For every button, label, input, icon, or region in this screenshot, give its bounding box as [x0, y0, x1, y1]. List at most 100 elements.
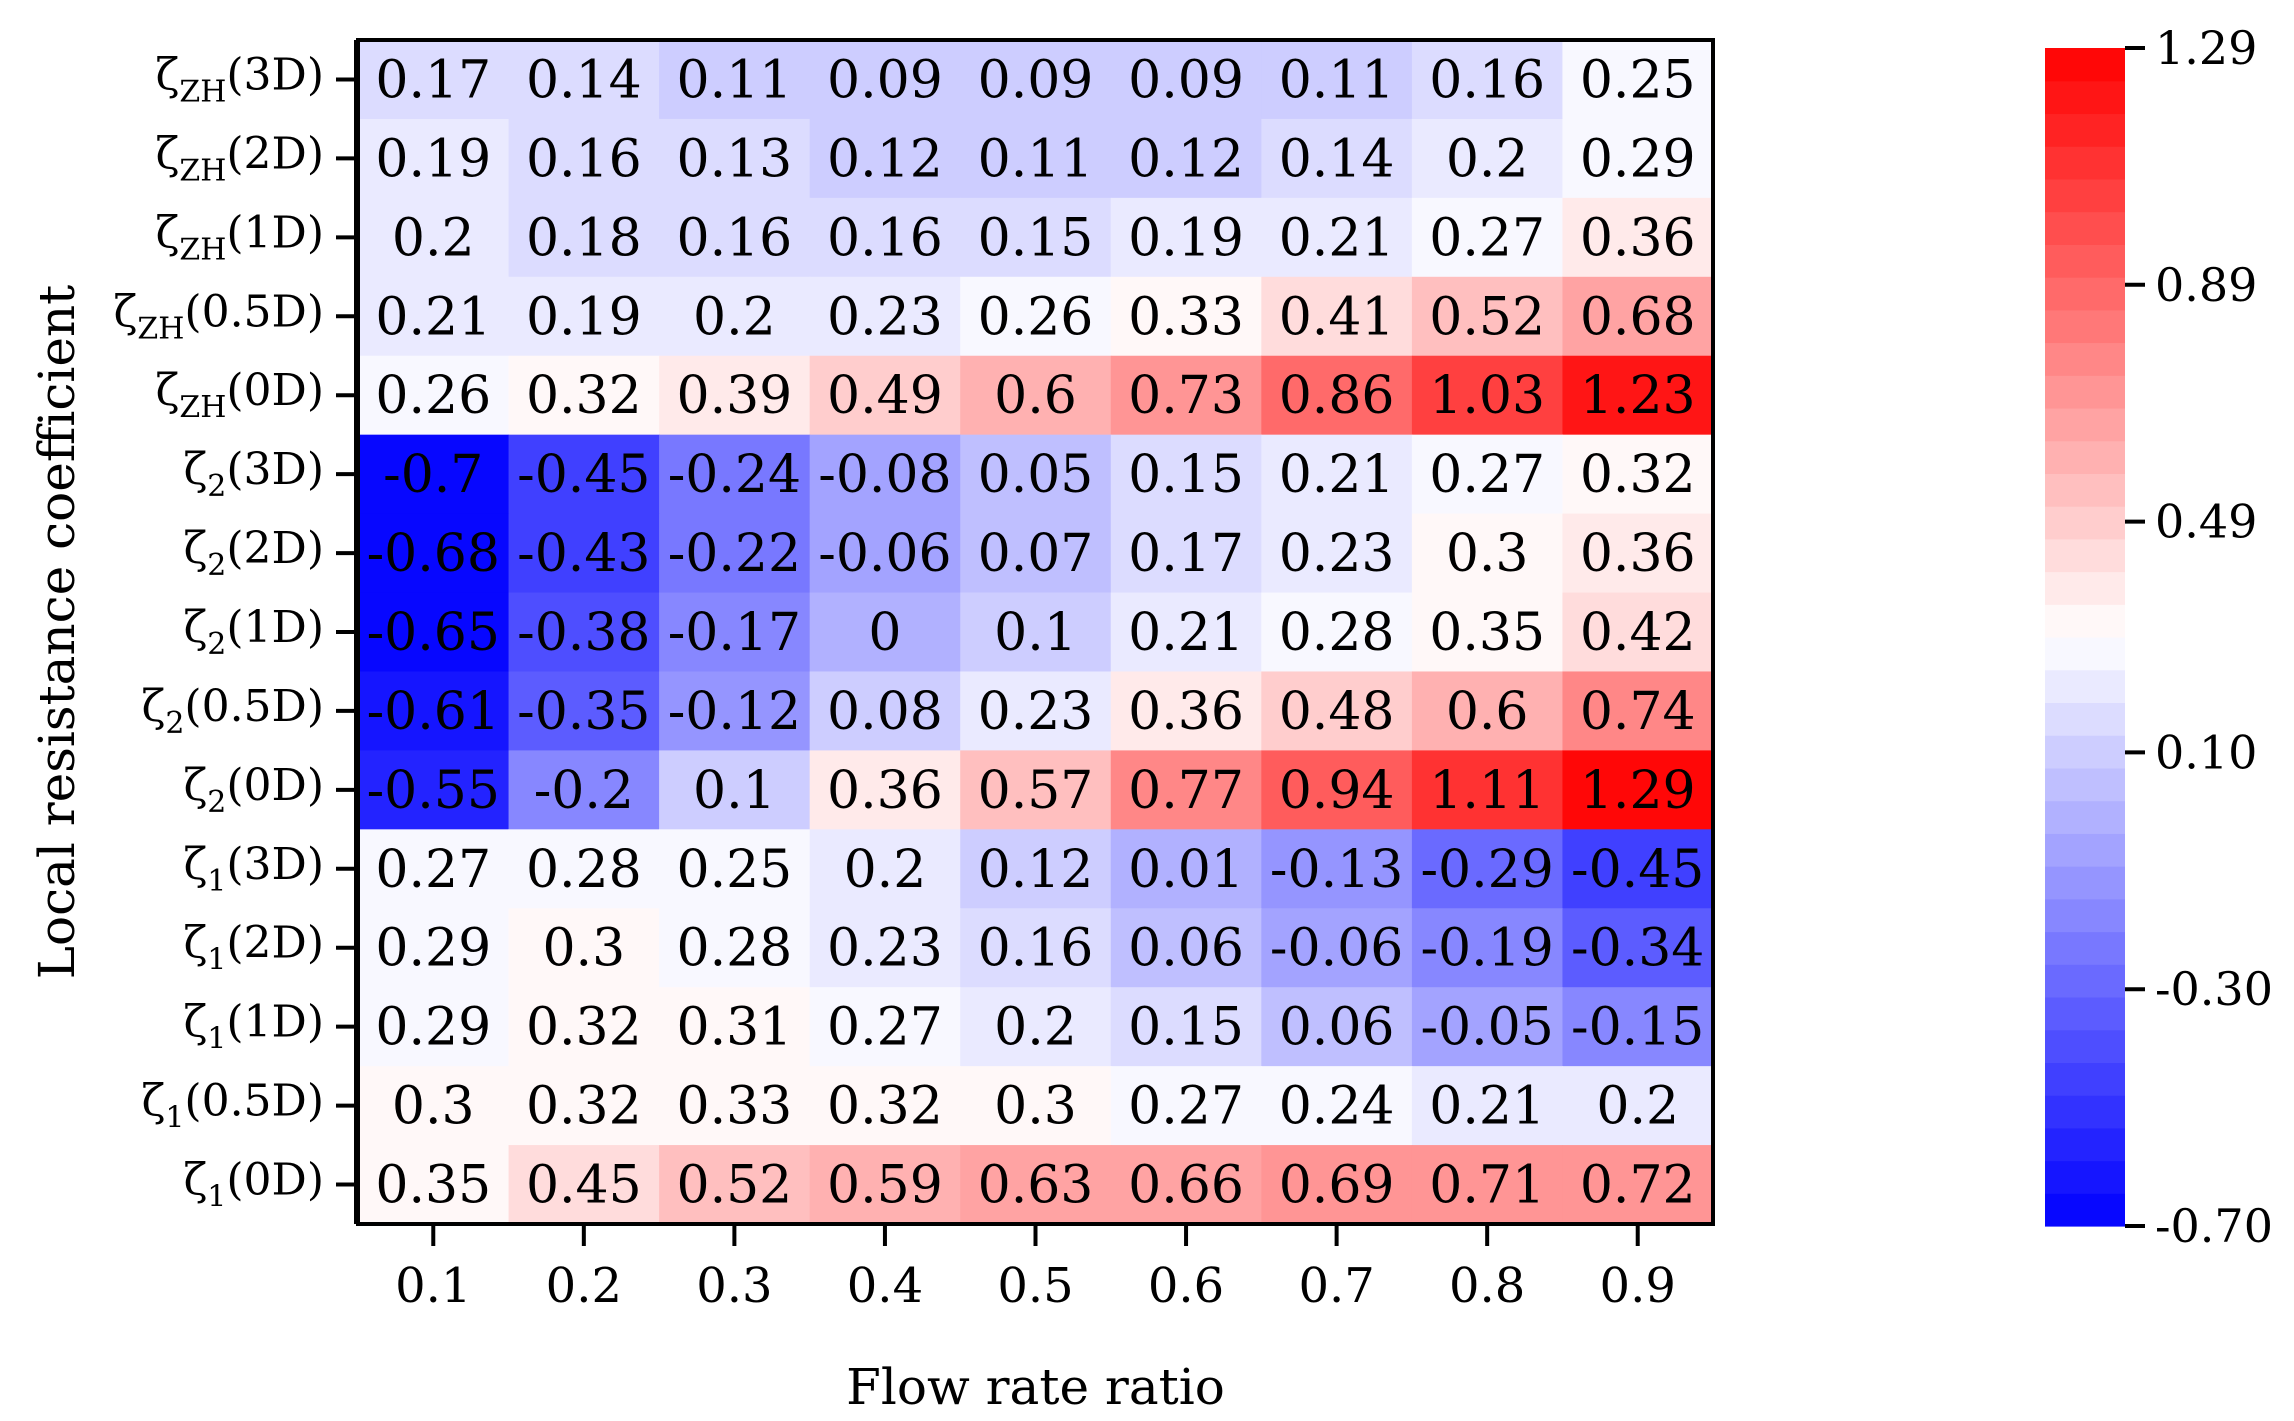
cell-value-label: 0.3 [994, 1077, 1077, 1137]
cell-value-label: -0.68 [367, 524, 500, 584]
cell-value-label: -0.19 [1420, 919, 1553, 979]
x-tick-label: 0.8 [1449, 1258, 1525, 1314]
colorbar-band [2045, 898, 2125, 933]
cell-value-label: 0.74 [1580, 682, 1696, 742]
cell-value-label: 0.25 [676, 840, 792, 900]
cell-value-label: 0.86 [1279, 366, 1395, 426]
cell-value-label: 0.12 [827, 129, 943, 189]
cell-value-label: 0.11 [978, 129, 1094, 189]
cell-value-label: -0.43 [517, 524, 650, 584]
heatmap-cell [659, 671, 811, 751]
heatmap-cell [1261, 592, 1413, 673]
cell-value-label: -0.24 [668, 445, 801, 505]
heatmap-cell [1411, 276, 1564, 357]
cell-value-label: 0.57 [978, 761, 1094, 821]
cell-value-label: 0.1 [994, 603, 1077, 663]
cell-value-label: -0.34 [1571, 919, 1704, 979]
cell-value-label: 0.2 [844, 840, 927, 900]
y-tick-label: ζ1(1D) [183, 997, 324, 1057]
cell-value-label: 0.59 [827, 1156, 943, 1216]
colorbar-band [2045, 833, 2125, 867]
cell-value-label: 0.3 [542, 919, 625, 979]
heatmap-cell [1411, 434, 1564, 515]
cell-value-label: 0.24 [1279, 1077, 1395, 1137]
colorbar-band [2045, 473, 2125, 507]
colorbar-band [2045, 113, 2125, 147]
cell-value-label: 0.23 [1279, 524, 1395, 584]
heatmap-cell [809, 197, 961, 278]
cell-value-label: 0.29 [375, 919, 491, 979]
heatmap-cell [1411, 40, 1564, 120]
heatmap-cell [1562, 276, 1714, 357]
colorbar-band [2045, 1062, 2125, 1096]
heatmap-cell [508, 987, 660, 1067]
cell-value-label: 0.3 [1446, 524, 1529, 584]
heatmap-cell [659, 355, 811, 436]
heatmap-cell [1110, 750, 1262, 830]
heatmap-cell [809, 434, 961, 515]
heatmap-cell [809, 355, 961, 436]
cell-value-label: 1.23 [1580, 366, 1696, 426]
heatmap-cell [659, 276, 811, 357]
cell-value-label: -0.06 [818, 524, 951, 584]
heatmap-cell [358, 276, 510, 357]
heatmap-cell [1110, 40, 1262, 120]
y-tick-label: ζ1(2D) [183, 918, 324, 978]
x-tick-label: 0.1 [395, 1258, 471, 1314]
cell-value-label: 0.21 [1429, 1077, 1545, 1137]
cell-value-label: 0.11 [1279, 50, 1395, 110]
x-axis-title: Flow rate ratio [846, 1358, 1225, 1416]
colorbar-band [2045, 48, 2125, 82]
heatmap-cell [659, 197, 811, 278]
colorbar-band [2045, 80, 2125, 115]
heatmap-cell [809, 1066, 961, 1146]
cell-value-label: 0.36 [1128, 682, 1244, 742]
heatmap-cell [1261, 40, 1413, 120]
cell-value-label: 0.23 [827, 287, 943, 347]
heatmap-cell [659, 118, 811, 199]
heatmap-cell [809, 513, 961, 594]
heatmap-cell [659, 40, 811, 120]
cell-value-label: -0.17 [668, 603, 801, 663]
cell-value-label: 0.14 [1279, 129, 1395, 189]
heatmap-cell [809, 671, 961, 751]
colorbar-band [2045, 1029, 2125, 1063]
heatmap-cell [960, 908, 1112, 988]
heatmap-cell [1411, 1066, 1564, 1146]
cell-value-label: 0.26 [375, 366, 491, 426]
cell-value-label: 0.17 [375, 50, 491, 110]
cell-value-label: 0.21 [1128, 603, 1244, 663]
heatmap-cell [1411, 671, 1564, 751]
cell-value-label: 0.36 [1580, 208, 1696, 268]
heatmap-cell [508, 197, 660, 278]
x-axis: 0.1 0.2 0.3 0.4 0.5 0.6 0.7 0.8 0.9 [395, 1224, 1676, 1314]
heatmap-cell [508, 276, 660, 357]
colorbar-band [2045, 1160, 2125, 1194]
cell-value-label: 0.09 [827, 50, 943, 110]
heatmap-cell [960, 40, 1112, 120]
cell-value-label: 0.16 [526, 129, 642, 189]
heatmap-cell [1110, 592, 1262, 673]
cell-value-label: 0.28 [676, 919, 792, 979]
cell-value-label: 0.94 [1279, 761, 1395, 821]
cell-value-label: -0.22 [668, 524, 801, 584]
cell-value-label: -0.05 [1420, 998, 1553, 1058]
cell-value-label: -0.08 [818, 445, 951, 505]
cell-value-label: 0.16 [1429, 50, 1545, 110]
colorbar-band [2045, 767, 2125, 802]
cell-value-label: 0.21 [1279, 208, 1395, 268]
y-axis: ζZH(3D) ζZH(2D) ζZH(1D) ζZH(0.5D) ζZH(0D) ζ2(… [114, 40, 358, 1224]
heatmap-cell [1411, 1145, 1564, 1225]
colorbar-band [2045, 702, 2125, 736]
cell-value-label: 0.72 [1580, 1156, 1696, 1216]
colorbar-band [2045, 178, 2125, 213]
cell-value-label: 0.68 [1580, 287, 1696, 347]
y-tick-label: ζ1(3D) [183, 839, 324, 899]
cell-value-label: 0.36 [827, 761, 943, 821]
cell-value-label: 0.14 [526, 50, 642, 110]
heatmap-cell [358, 355, 510, 436]
cell-value-label: 0.19 [375, 129, 491, 189]
colorbar-band [2045, 309, 2125, 344]
cell-value-label: 0.27 [375, 840, 491, 900]
heatmap-cell [1562, 40, 1714, 120]
